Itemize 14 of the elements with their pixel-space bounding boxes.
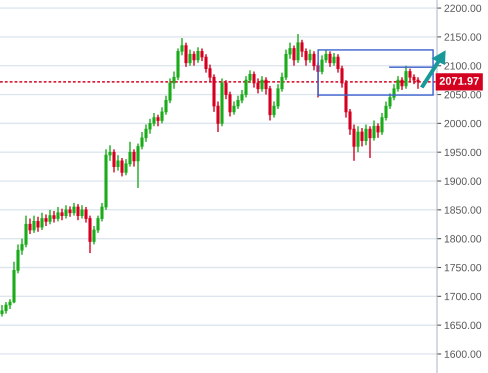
y-tick-label: 2150.00 — [444, 33, 482, 41]
y-tick-label: 2100.00 — [444, 62, 482, 70]
y-tick-label: 1750.00 — [444, 264, 482, 272]
y-tick-label: 1650.00 — [444, 322, 482, 330]
y-tick-label: 1900.00 — [444, 178, 482, 185]
y-tick-label: 2000.00 — [444, 120, 482, 128]
y-tick-label: 1700.00 — [444, 292, 482, 300]
y-tick-label: 2050.00 — [444, 91, 482, 98]
y-tick-label: 1600.00 — [444, 350, 482, 358]
ref-line-label: 2071.97 — [440, 76, 479, 85]
y-tick-label: 2200.00 — [444, 4, 482, 12]
y-tick-label: 1850.00 — [444, 206, 482, 214]
y-tick-label: 1800.00 — [444, 235, 482, 243]
y-tick-label: 1950.00 — [444, 148, 482, 156]
